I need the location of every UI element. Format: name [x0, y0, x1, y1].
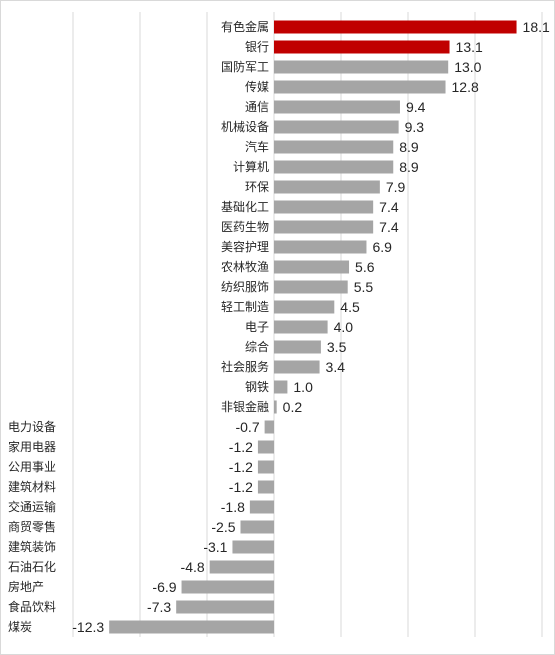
data-label: 6.9	[372, 239, 392, 255]
category-label: 通信	[245, 100, 269, 114]
data-label: 1.0	[293, 379, 313, 395]
bar	[274, 180, 380, 194]
bar	[257, 460, 274, 474]
data-label: -1.2	[229, 479, 253, 495]
category-label: 环保	[245, 180, 269, 194]
category-label: 公用事业	[8, 460, 56, 474]
data-label: 9.3	[405, 119, 425, 135]
category-label: 电子	[245, 320, 269, 334]
bar	[264, 420, 274, 434]
category-label: 汽车	[245, 139, 269, 154]
category-label: 综合	[245, 339, 269, 354]
data-label: 8.9	[399, 139, 419, 155]
data-label: 4.5	[340, 299, 360, 315]
category-label: 石油石化	[8, 560, 56, 574]
category-label: 银行	[245, 40, 269, 54]
bar	[181, 580, 274, 594]
bar	[209, 560, 274, 574]
bar	[274, 320, 328, 334]
data-label: -12.3	[72, 619, 104, 635]
data-label: 3.5	[327, 339, 347, 355]
data-label: 7.4	[379, 199, 399, 215]
data-label: 13.0	[454, 59, 481, 75]
category-label: 建筑材料	[8, 479, 56, 494]
data-label: 5.6	[355, 259, 375, 275]
bar	[274, 380, 288, 394]
category-label: 农林牧渔	[221, 260, 269, 274]
data-label: 7.9	[386, 179, 406, 195]
category-label: 传媒	[245, 79, 269, 94]
bar	[274, 100, 400, 114]
bar	[232, 540, 274, 554]
bar	[274, 240, 367, 254]
data-label: -3.1	[203, 539, 227, 555]
category-label: 计算机	[233, 159, 269, 174]
category-label: 医药生物	[221, 220, 269, 234]
category-label: 家用电器	[8, 439, 56, 454]
bar	[257, 480, 274, 494]
bar	[274, 360, 320, 374]
bar	[176, 600, 274, 614]
gridlines	[72, 12, 543, 637]
category-label: 轻工制造	[221, 300, 269, 314]
bar	[274, 160, 394, 174]
bar	[240, 520, 274, 534]
bar	[274, 60, 449, 74]
bar	[274, 140, 394, 154]
bar	[274, 340, 321, 354]
bar	[249, 500, 274, 514]
data-label: 4.0	[334, 319, 354, 335]
data-label: 12.8	[452, 79, 479, 95]
bar	[274, 260, 350, 274]
category-label: 国防军工	[221, 59, 269, 74]
category-label: 有色金属	[221, 19, 269, 34]
labels: 有色金属 18.1 银行 13.1 国防军工 13.0 传媒 12.8 通信 9.4 机械设备 9.3…	[8, 19, 550, 635]
data-label: 3.4	[326, 359, 346, 375]
category-label: 商贸零售	[8, 519, 56, 534]
data-label: 18.1	[523, 19, 550, 35]
bar	[274, 400, 277, 414]
bar	[274, 220, 374, 234]
data-label: 13.1	[456, 39, 483, 55]
data-label: -2.5	[211, 519, 235, 535]
data-label: -7.3	[147, 599, 171, 615]
bar	[257, 440, 274, 454]
data-label: 0.2	[283, 399, 303, 415]
data-label: -1.8	[221, 499, 245, 515]
category-label: 机械设备	[221, 119, 269, 134]
bars	[109, 20, 517, 634]
data-label: -1.2	[229, 459, 253, 475]
category-label: 电力设备	[8, 420, 56, 434]
category-label: 煤炭	[8, 620, 32, 634]
bar	[274, 280, 348, 294]
bar	[274, 80, 446, 94]
bar	[109, 620, 275, 634]
data-label: -0.7	[235, 419, 259, 435]
category-label: 房地产	[8, 579, 44, 594]
category-label: 非银金融	[221, 399, 269, 414]
category-label: 钢铁	[245, 380, 269, 394]
data-label: -4.8	[181, 559, 205, 575]
data-label: 9.4	[406, 99, 426, 115]
bar	[274, 20, 517, 34]
data-label: 5.5	[354, 279, 374, 295]
category-label: 社会服务	[221, 359, 269, 374]
category-label: 基础化工	[221, 200, 269, 214]
data-label: 7.4	[379, 219, 399, 235]
category-label: 美容护理	[221, 239, 269, 254]
category-label: 食品饮料	[8, 599, 56, 614]
data-label: -6.9	[152, 579, 176, 595]
bar	[274, 200, 374, 214]
data-label: -1.2	[229, 439, 253, 455]
bar	[274, 40, 450, 54]
category-label: 纺织服饰	[221, 280, 269, 294]
bar	[274, 300, 335, 314]
bar	[274, 120, 399, 134]
data-label: 8.9	[399, 159, 419, 175]
category-label: 建筑装饰	[8, 539, 56, 554]
category-label: 交通运输	[8, 499, 56, 514]
